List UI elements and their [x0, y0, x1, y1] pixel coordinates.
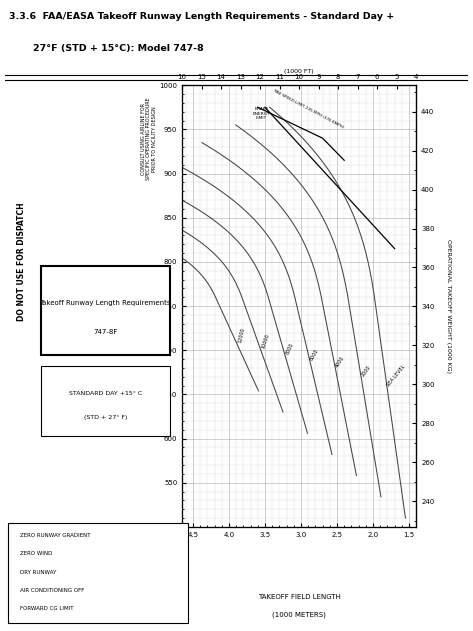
- Text: (1000 METERS): (1000 METERS): [272, 611, 326, 618]
- FancyBboxPatch shape: [41, 367, 170, 435]
- Text: 2000: 2000: [360, 365, 372, 377]
- Text: DO NOT USE FOR DISPATCH: DO NOT USE FOR DISPATCH: [17, 203, 26, 321]
- Text: DRY RUNWAY: DRY RUNWAY: [20, 570, 56, 574]
- Text: 8000: 8000: [285, 342, 295, 356]
- Y-axis label: OPERATIONAL TAKEOFF WEIGHT (1000 KG): OPERATIONAL TAKEOFF WEIGHT (1000 KG): [446, 239, 451, 373]
- Text: BRAKE
ENERGY
LIMIT: BRAKE ENERGY LIMIT: [253, 107, 270, 121]
- FancyBboxPatch shape: [41, 266, 170, 355]
- Text: TIRE SPEED LIMIT 235 MPH (376 KMPH): TIRE SPEED LIMIT 235 MPH (376 KMPH): [272, 88, 344, 129]
- Y-axis label: (1000 LB): (1000 LB): [151, 291, 157, 321]
- Text: 747-8F: 747-8F: [93, 329, 117, 335]
- Text: FORWARD CG LIMIT: FORWARD CG LIMIT: [20, 606, 73, 611]
- Text: SEA LEVEL: SEA LEVEL: [386, 363, 406, 387]
- Text: TAKEOFF FIELD LENGTH: TAKEOFF FIELD LENGTH: [258, 594, 341, 601]
- Text: CONSULT USING AIRLINE FOR
SPECIFIC OPERATING PROCEDURE
PRIOR TO FACILITY DESIGN: CONSULT USING AIRLINE FOR SPECIFIC OPERA…: [140, 97, 158, 180]
- Text: STANDARD DAY +15° C: STANDARD DAY +15° C: [69, 391, 142, 396]
- Text: ZERO WIND: ZERO WIND: [20, 551, 52, 557]
- Text: 3.3.6  FAA/EASA Takeoff Runway Length Requirements - Standard Day +: 3.3.6 FAA/EASA Takeoff Runway Length Req…: [9, 12, 394, 21]
- Text: Takeoff Runway Length Requirements: Takeoff Runway Length Requirements: [39, 300, 171, 305]
- Text: (STD + 27° F): (STD + 27° F): [84, 415, 127, 420]
- X-axis label: (1000 FT): (1000 FT): [284, 69, 314, 74]
- FancyBboxPatch shape: [9, 522, 188, 623]
- Text: 4000: 4000: [334, 355, 346, 368]
- Text: ZERO RUNWAY GRADIENT: ZERO RUNWAY GRADIENT: [20, 533, 90, 538]
- Text: 6000: 6000: [310, 348, 320, 362]
- Text: AIR CONDITIONING OFF: AIR CONDITIONING OFF: [20, 587, 84, 593]
- Text: 10000: 10000: [261, 333, 271, 350]
- Text: 12000: 12000: [238, 327, 246, 344]
- Text: 27°F (STD + 15°C): Model 747-8: 27°F (STD + 15°C): Model 747-8: [33, 44, 203, 53]
